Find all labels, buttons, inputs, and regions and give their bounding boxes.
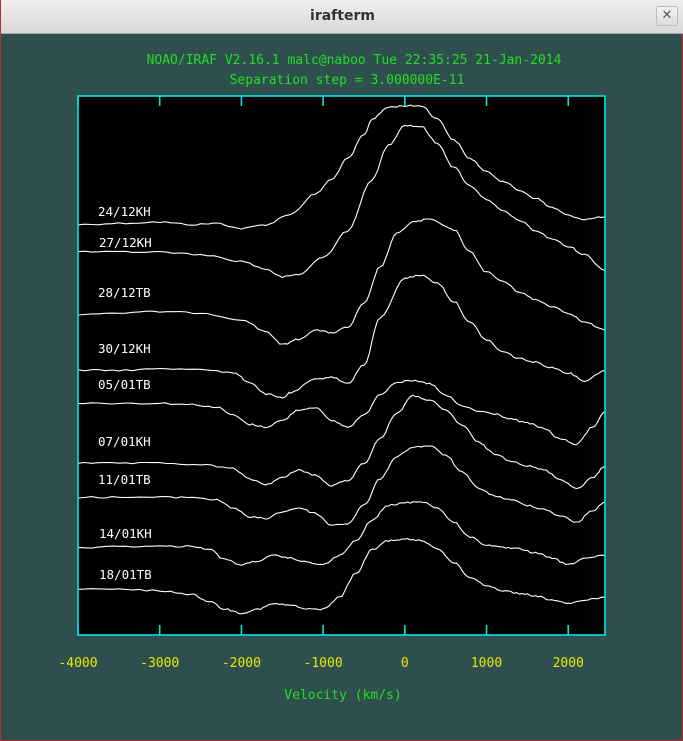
x-tick-label: -3000	[140, 656, 179, 671]
plot-frame	[77, 95, 606, 636]
x-tick-label: 0	[401, 656, 409, 671]
header-line-1: NOAO/IRAF V2.16.1 malc@naboo Tue 22:35:2…	[147, 53, 562, 68]
x-tick-label: -2000	[222, 656, 261, 671]
spectrum-trace-24-12kh	[77, 104, 606, 230]
spectrum-label: 11/01TB	[98, 472, 151, 487]
spectrum-label: 05/01TB	[98, 377, 151, 392]
spectrum-trace-07-01kh	[77, 394, 606, 490]
spectrum-label: 27/12KH	[99, 235, 152, 250]
velocity-plot: NOAO/IRAF V2.16.1 malc@naboo Tue 22:35:2…	[58, 53, 606, 703]
spectrum-labels: 24/12KH 27/12KH 28/12TB 30/12KH 05/01TB 07/01…	[98, 204, 152, 582]
x-tick-label: -4000	[58, 656, 97, 671]
x-axis-tick-labels: -4000 -3000 -2000 -1000 0 1000 2000	[58, 656, 583, 671]
window-title: irafterm	[310, 8, 375, 24]
spectrum-trace-28-12tb	[77, 218, 606, 345]
spectra-traces	[77, 104, 606, 615]
x-tick-label: -1000	[304, 656, 343, 671]
spectrum-trace-05-01tb	[78, 379, 606, 446]
x-axis-ticks	[77, 96, 570, 635]
spectrum-trace-27-12kh	[77, 124, 606, 279]
spectrum-label: 14/01KH	[99, 526, 152, 541]
close-button[interactable]: ✕	[656, 6, 678, 26]
spectrum-label: 24/12KH	[98, 204, 151, 219]
spectrum-trace-11-01tb	[77, 445, 605, 526]
x-tick-label: 1000	[471, 656, 502, 671]
x-axis-label: Velocity (km/s)	[284, 688, 401, 703]
x-tick-label: 2000	[553, 656, 584, 671]
window-titlebar[interactable]: irafterm ✕	[1, 0, 683, 34]
spectrum-label: 07/01KH	[98, 434, 151, 449]
spectrum-label: 30/12KH	[98, 341, 151, 356]
close-icon: ✕	[661, 8, 673, 23]
spectrum-trace-18-01tb	[77, 537, 606, 615]
spectrum-label: 18/01TB	[99, 567, 152, 582]
header-line-2: Separation step = 3.000000E-11	[230, 73, 465, 88]
spectrum-label: 28/12TB	[98, 285, 151, 300]
spectrum-trace-30-12kh	[77, 274, 606, 399]
spectrum-trace-14-01kh	[77, 501, 606, 566]
plot-background	[78, 96, 605, 635]
